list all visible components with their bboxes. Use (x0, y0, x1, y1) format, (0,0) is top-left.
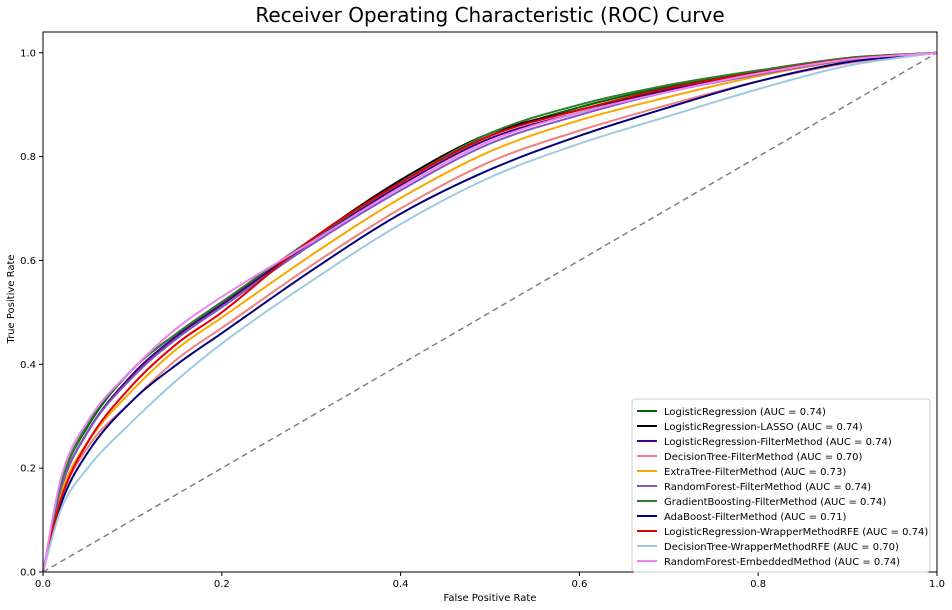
legend-label: DecisionTree-WrapperMethodRFE (AUC = 0.7… (664, 542, 899, 553)
y-tick-label: 0.4 (20, 360, 36, 371)
legend-label: LogisticRegression-FilterMethod (AUC = 0… (664, 437, 892, 448)
legend-label: DecisionTree-FilterMethod (AUC = 0.70) (664, 452, 863, 463)
legend-label: AdaBoost-FilterMethod (AUC = 0.71) (664, 512, 846, 523)
y-axis-label: True Positive Rate (6, 254, 17, 344)
axes: 0.0 0.2 0.4 0.6 0.8 1.0 0.0 0.2 0.4 0.6 0.8 1.0 (20, 31, 945, 590)
legend-label: LogisticRegression-WrapperMethodRFE (AUC… (664, 527, 928, 538)
x-tick-label: 0.8 (750, 579, 766, 590)
y-tick-label: 0.8 (20, 152, 36, 163)
series-line-11 (42, 51, 938, 573)
x-tick-label: 1.0 (929, 579, 945, 590)
legend-label: LogisticRegression (AUC = 0.74) (664, 407, 826, 418)
y-tick-label: 1.0 (20, 48, 36, 59)
series-line-10 (42, 51, 938, 573)
diagonal-reference-line (42, 52, 938, 573)
y-tick-label: 0.0 (20, 568, 36, 579)
series-line-9 (42, 51, 938, 573)
y-tick-label: 0.6 (20, 256, 36, 267)
plot-area (42, 51, 938, 573)
chart-title: Receiver Operating Characteristic (ROC) … (255, 3, 724, 27)
series-line-6 (42, 51, 938, 573)
legend-label: GradientBoosting-FilterMethod (AUC = 0.7… (664, 497, 886, 508)
legend-label: ExtraTree-FilterMethod (AUC = 0.73) (664, 467, 846, 478)
plot-frame (42, 31, 938, 573)
series-line-8 (42, 51, 938, 573)
legend-box (631, 398, 931, 573)
y-tick-label: 0.2 (20, 464, 36, 475)
x-axis-label: False Positive Rate (444, 593, 537, 604)
legend-label: LogisticRegression-LASSO (AUC = 0.74) (664, 422, 863, 433)
legend-label: RandomForest-FilterMethod (AUC = 0.74) (664, 482, 871, 493)
series-line-5 (42, 51, 938, 573)
x-tick-label: 0.4 (393, 579, 409, 590)
legend-label: RandomForest-EmbeddedMethod (AUC = 0.74) (664, 557, 900, 568)
legend: LogisticRegression (AUC = 0.74) LogisticR… (631, 398, 931, 573)
x-tick-label: 0.2 (214, 579, 230, 590)
x-tick-label: 0.0 (35, 579, 51, 590)
x-tick-label: 0.6 (571, 579, 587, 590)
